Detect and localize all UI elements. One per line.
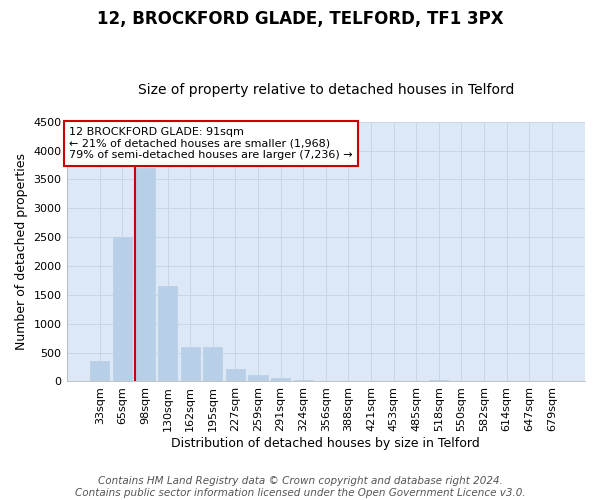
Text: Contains HM Land Registry data © Crown copyright and database right 2024.
Contai: Contains HM Land Registry data © Crown c…: [74, 476, 526, 498]
Y-axis label: Number of detached properties: Number of detached properties: [15, 153, 28, 350]
Bar: [181, 348, 200, 382]
Bar: [226, 370, 245, 382]
Text: 12, BROCKFORD GLADE, TELFORD, TF1 3PX: 12, BROCKFORD GLADE, TELFORD, TF1 3PX: [97, 10, 503, 28]
Bar: [271, 378, 290, 382]
Title: Size of property relative to detached houses in Telford: Size of property relative to detached ho…: [137, 83, 514, 97]
Text: 12 BROCKFORD GLADE: 91sqm
← 21% of detached houses are smaller (1,968)
79% of se: 12 BROCKFORD GLADE: 91sqm ← 21% of detac…: [69, 127, 353, 160]
Bar: [90, 362, 109, 382]
Bar: [316, 380, 335, 382]
Bar: [248, 375, 268, 382]
Bar: [203, 348, 223, 382]
Bar: [136, 168, 155, 382]
Bar: [113, 237, 132, 382]
Bar: [293, 380, 313, 382]
Bar: [158, 286, 177, 382]
Bar: [429, 380, 448, 382]
X-axis label: Distribution of detached houses by size in Telford: Distribution of detached houses by size …: [172, 437, 480, 450]
